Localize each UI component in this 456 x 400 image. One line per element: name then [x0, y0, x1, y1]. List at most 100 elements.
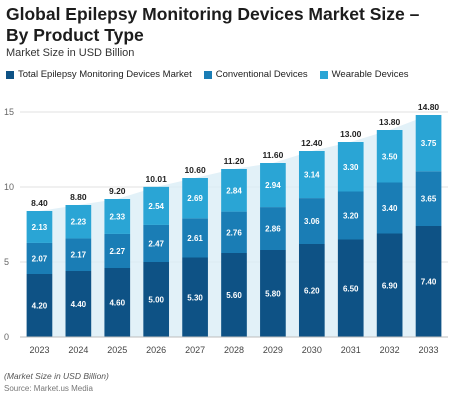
bar-segment-wearable	[65, 205, 92, 239]
footnote: (Market Size in USD Billion)	[4, 371, 109, 381]
bar-segment-total	[26, 274, 53, 337]
bar-segment-wearable	[415, 115, 442, 172]
data-label: 3.30	[343, 163, 359, 172]
total-label: 8.80	[70, 192, 87, 202]
x-tick-label: 2025	[107, 345, 127, 355]
bar-segment-conventional	[104, 233, 131, 268]
data-label: 2.61	[187, 234, 203, 243]
x-tick-label: 2024	[68, 345, 88, 355]
bar-segment-conventional	[298, 198, 325, 244]
bar-segment-conventional	[221, 211, 247, 253]
bar-segment-wearable	[337, 142, 364, 192]
bar-segment-total	[104, 268, 131, 337]
bar-segment-wearable	[26, 211, 53, 243]
data-label: 5.30	[187, 293, 203, 302]
data-label: 5.80	[265, 290, 281, 299]
data-label: 2.54	[148, 202, 164, 211]
source-note: Source: Market.us Media	[4, 384, 93, 393]
bar-segment-total	[260, 250, 286, 337]
bar-segment-conventional	[260, 207, 286, 250]
bar-segment-wearable	[260, 163, 286, 208]
legend-item-wearable: Wearable Devices	[319, 69, 409, 80]
legend-label-total: Total Epilepsy Monitoring Devices Market	[18, 69, 192, 80]
data-label: 3.06	[304, 217, 320, 226]
bar-segment-total	[221, 253, 247, 337]
data-label: 2.76	[226, 228, 242, 237]
total-label: 8.40	[31, 198, 48, 208]
legend-label-wearable: Wearable Devices	[331, 69, 409, 80]
data-label: 3.50	[382, 152, 398, 161]
data-label: 4.20	[32, 302, 48, 311]
total-label: 12.40	[301, 138, 323, 148]
data-label: 2.23	[71, 218, 87, 227]
y-tick-label: 0	[4, 332, 9, 342]
bar-segment-conventional	[143, 224, 170, 262]
data-label: 3.14	[304, 171, 320, 180]
data-label: 7.40	[421, 278, 437, 287]
data-label: 3.20	[343, 212, 359, 221]
x-tick-label: 2031	[341, 345, 361, 355]
data-label: 3.40	[382, 204, 398, 213]
data-label: 5.60	[226, 291, 242, 300]
data-label: 6.50	[343, 284, 359, 293]
bar-segment-conventional	[376, 182, 403, 234]
total-label: 10.01	[146, 174, 168, 184]
data-label: 2.69	[187, 194, 203, 203]
data-label: 2.07	[32, 254, 48, 263]
legend-item-conventional: Conventional Devices	[203, 69, 308, 80]
bar-segment-total	[143, 262, 170, 337]
total-label: 13.80	[379, 117, 401, 127]
x-tick-label: 2033	[419, 345, 439, 355]
bar-segment-wearable	[143, 186, 170, 225]
data-label: 2.13	[32, 223, 48, 232]
bar-segment-conventional	[182, 218, 208, 258]
x-tick-label: 2028	[224, 345, 244, 355]
bar-segment-total	[182, 257, 208, 337]
bar-segment-total	[376, 233, 403, 337]
legend-swatch-total	[6, 70, 14, 79]
x-tick-label: 2027	[185, 345, 205, 355]
bar-segment-wearable	[221, 169, 247, 212]
chart-title: Global Epilepsy Monitoring Devices Marke…	[6, 4, 420, 45]
legend-swatch-wearable	[319, 70, 328, 79]
bar-segment-wearable	[376, 130, 403, 183]
data-label: 4.40	[71, 300, 87, 309]
bar-segment-total	[337, 239, 364, 337]
bar-segment-total	[415, 226, 442, 337]
total-label: 14.80	[418, 102, 440, 112]
bar-segment-wearable	[182, 178, 208, 219]
data-label: 5.00	[148, 296, 164, 305]
data-label: 2.47	[148, 239, 164, 248]
x-tick-label: 2026	[146, 345, 166, 355]
data-label: 4.60	[109, 299, 125, 308]
legend: Total Epilepsy Monitoring Devices Market…	[6, 69, 409, 80]
total-label: 9.20	[109, 186, 126, 196]
x-tick-label: 2032	[380, 345, 400, 355]
x-tick-label: 2023	[29, 345, 49, 355]
total-label: 13.00	[340, 129, 362, 139]
x-tick-label: 2029	[263, 345, 283, 355]
data-label: 3.75	[421, 139, 437, 148]
legend-item-total: Total Epilepsy Monitoring Devices Market	[6, 69, 192, 80]
chart-subtitle: Market Size in USD Billion	[6, 47, 135, 59]
x-tick-label: 2030	[302, 345, 322, 355]
data-label: 2.94	[265, 181, 281, 190]
legend-swatch-conventional	[203, 70, 212, 79]
data-label: 3.65	[421, 195, 437, 204]
data-label: 6.90	[382, 281, 398, 290]
legend-label-conventional: Conventional Devices	[215, 69, 308, 80]
data-label: 2.27	[109, 247, 125, 256]
y-tick-label: 15	[4, 107, 14, 117]
total-label: 11.60	[263, 150, 284, 160]
data-label: 2.84	[226, 186, 242, 195]
bar-segment-conventional	[415, 171, 442, 226]
data-label: 2.33	[109, 212, 125, 221]
y-tick-label: 10	[4, 182, 14, 192]
bar-segment-total	[65, 271, 92, 337]
bar-segment-conventional	[26, 242, 53, 274]
data-label: 2.86	[265, 225, 281, 234]
bar-segment-wearable	[104, 199, 131, 234]
bar-segment-conventional	[337, 191, 364, 240]
total-label: 11.20	[224, 156, 245, 166]
